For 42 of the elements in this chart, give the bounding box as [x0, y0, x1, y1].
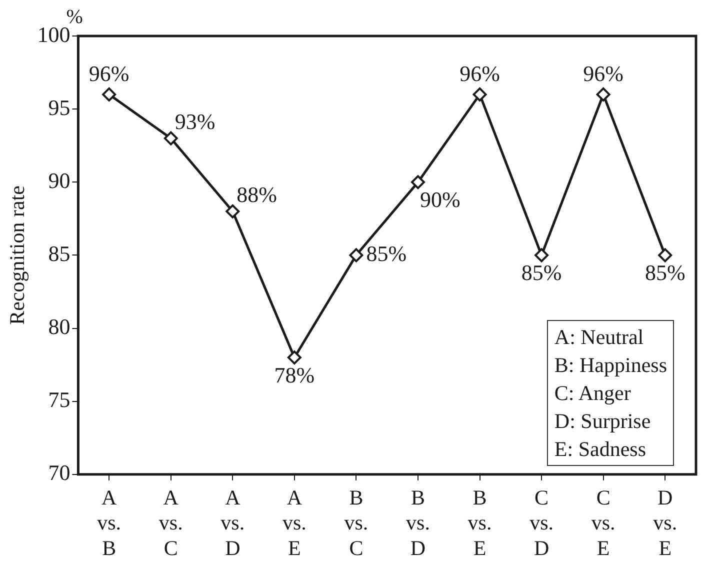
- data-label: 85%: [644, 260, 686, 285]
- x-tick-label: B vs. C: [344, 486, 368, 560]
- x-tick-label: A vs. C: [158, 486, 183, 560]
- point: [164, 131, 178, 146]
- x-tick-label: C vs. D: [530, 486, 554, 560]
- point: [102, 87, 116, 102]
- x-tick-label: C vs. E: [591, 486, 616, 560]
- data-label: 85%: [521, 260, 562, 285]
- point: [410, 175, 425, 190]
- data-label: 85%: [366, 240, 407, 266]
- x-tick-label: A vs. B: [97, 486, 122, 560]
- point: [596, 87, 610, 102]
- y-tick-label: 95: [48, 94, 70, 120]
- annotation: B: Happiness: [554, 352, 667, 380]
- annotation: A: Neutral: [554, 324, 645, 352]
- annotation: C: Anger: [554, 380, 632, 408]
- x-tick-label: B vs. D: [406, 486, 430, 560]
- data-label: 96%: [460, 61, 500, 86]
- y-tick-label: 70: [48, 460, 70, 486]
- annotation: E: Sadness: [554, 436, 647, 464]
- x-tick-label: D vs. E: [653, 486, 678, 560]
- data-label: 78%: [274, 362, 315, 388]
- data-label: 88%: [236, 182, 277, 208]
- x-tick-label: A vs. D: [220, 486, 245, 560]
- y-tick-label: 90: [48, 168, 70, 193]
- annotation: D: Surprise: [554, 408, 652, 436]
- x-tick-label: B vs. E: [468, 486, 492, 560]
- point: [226, 204, 240, 218]
- y-axis-title: Recognition rate: [5, 186, 30, 325]
- point: [658, 248, 672, 262]
- point: [349, 248, 364, 262]
- data-label: 90%: [420, 186, 460, 212]
- y-tick-label: 80: [48, 314, 70, 340]
- x-tick-label: A vs. E: [282, 486, 306, 560]
- point: [287, 350, 302, 364]
- data-label: 93%: [174, 109, 216, 134]
- y-tick-label: 85: [48, 240, 70, 266]
- point: [472, 87, 487, 102]
- y-tick-label: 75: [48, 387, 70, 412]
- data-label: 96%: [88, 61, 130, 86]
- data-label: 96%: [583, 61, 624, 86]
- point: [534, 248, 549, 262]
